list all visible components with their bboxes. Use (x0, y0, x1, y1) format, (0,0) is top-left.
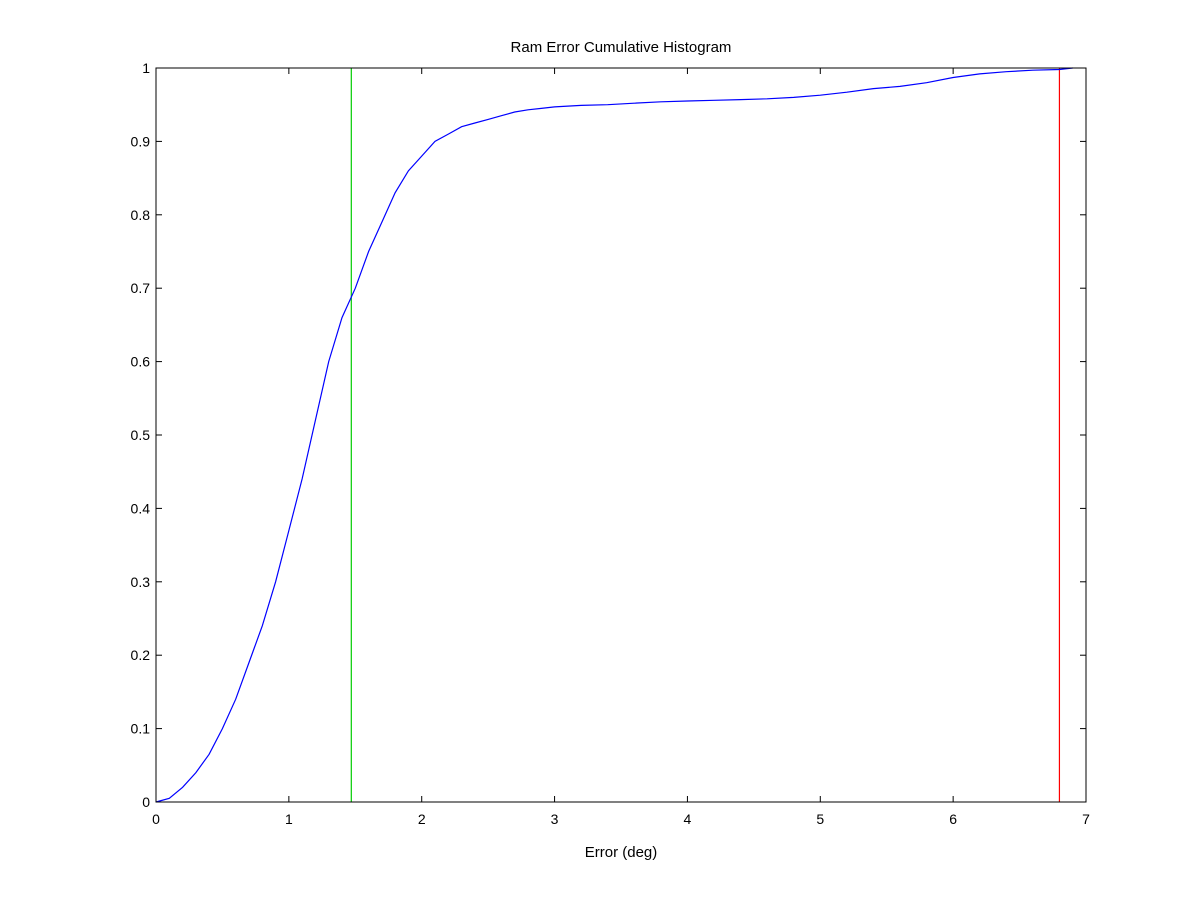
axis-ticks: 0 1 2 3 4 5 6 7 0 0.1 0.2 0.3 0.4 0.5 0.6 0.7 0.8 0.9 1 (131, 60, 1091, 827)
y-tick-label: 0.1 (131, 721, 151, 737)
y-tick-label: 1 (142, 60, 150, 76)
x-tick-label: 7 (1082, 811, 1090, 827)
x-tick-label: 3 (551, 811, 559, 827)
x-axis-label: Error (deg) (585, 844, 658, 861)
plot-background (156, 68, 1086, 802)
y-tick-label: 0.5 (131, 427, 151, 443)
y-tick-label: 0.2 (131, 647, 151, 663)
chart-title: Ram Error Cumulative Histogram (511, 39, 732, 56)
x-tick-label: 0 (152, 811, 160, 827)
x-tick-label: 5 (816, 811, 824, 827)
x-tick-label: 2 (418, 811, 426, 827)
reference-lines (350, 68, 1061, 802)
y-tick-label: 0.6 (131, 354, 151, 370)
plot-frame (155, 67, 1087, 803)
x-tick-label: 1 (285, 811, 293, 827)
y-tick-label: 0.8 (131, 207, 151, 223)
cumulative-series-line (155, 67, 1073, 803)
y-tick-label: 0.7 (131, 280, 151, 296)
x-tick-label: 4 (684, 811, 692, 827)
y-tick-label: 0 (142, 794, 150, 810)
y-tick-label: 0.4 (131, 500, 151, 516)
y-tick-label: 0.3 (131, 574, 151, 590)
y-tick-label: 0.9 (131, 133, 151, 149)
x-tick-label: 6 (949, 811, 957, 827)
data-series (155, 67, 1073, 803)
